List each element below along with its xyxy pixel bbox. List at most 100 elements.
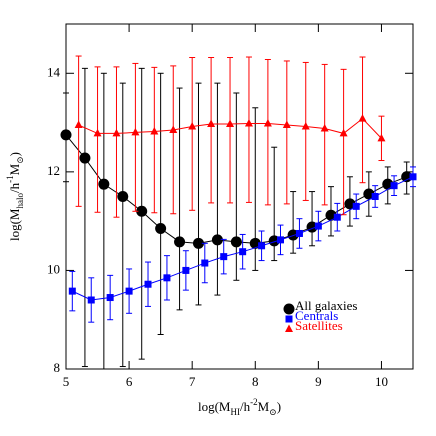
error-bar: [302, 61, 309, 201]
marker: [314, 222, 322, 230]
marker: [201, 259, 209, 267]
marker: [220, 253, 228, 261]
marker: [268, 235, 280, 247]
marker: [144, 280, 152, 288]
marker: [188, 122, 197, 130]
marker: [106, 294, 114, 302]
marker: [117, 191, 129, 202]
marker: [249, 237, 261, 249]
error-bar: [321, 63, 328, 206]
marker: [371, 193, 379, 200]
error-bar: [233, 92, 240, 281]
error-bar: [227, 57, 234, 204]
marker: [344, 198, 356, 210]
marker: [79, 152, 91, 164]
marker: [150, 126, 159, 135]
marker: [325, 209, 337, 221]
error-bar: [195, 82, 202, 306]
y-tick-label: 14: [47, 64, 61, 79]
axis-label-part: log(M: [198, 399, 231, 414]
marker: [174, 236, 186, 248]
marker: [230, 236, 242, 248]
axis-label-part: M: [258, 399, 270, 414]
axis-label-part: ⊙: [269, 407, 277, 417]
error-bar: [94, 66, 101, 213]
error-bar: [170, 65, 177, 215]
error-bar: [290, 191, 297, 254]
marker: [295, 229, 303, 237]
marker: [401, 171, 413, 183]
plot-frame: [65, 23, 414, 370]
error-bar: [283, 60, 290, 205]
legend-label: Satellites: [295, 318, 343, 333]
marker: [163, 274, 171, 282]
error-bar: [176, 87, 183, 311]
axis-label-part: HI: [230, 407, 240, 417]
marker: [258, 242, 266, 250]
axis-label-part: ): [7, 152, 22, 156]
marker: [333, 213, 341, 221]
marker: [239, 248, 247, 256]
axis-label-part: log(M: [7, 208, 22, 241]
marker: [207, 119, 216, 128]
axis-label-part: /h: [7, 182, 22, 193]
marker: [182, 266, 190, 274]
x-tick-label: 9: [315, 374, 322, 389]
marker: [358, 114, 367, 122]
marker: [74, 120, 83, 129]
marker: [352, 202, 360, 210]
error-bar: [245, 56, 252, 203]
x-tick-label: 10: [375, 374, 388, 389]
marker: [131, 127, 140, 136]
marker: [136, 205, 148, 217]
marker: [282, 120, 291, 129]
marker: [98, 178, 110, 190]
x-tick-label: 8: [252, 374, 259, 389]
axis-label-part: /h: [240, 399, 251, 414]
marker: [169, 125, 178, 133]
x-tick-label: 7: [189, 374, 196, 389]
marker: [301, 122, 310, 130]
marker: [192, 237, 204, 249]
error-bar: [264, 58, 271, 206]
error-bar: [132, 62, 139, 212]
legend-marker: [285, 315, 293, 323]
marker: [87, 296, 95, 304]
error-bar: [81, 67, 88, 368]
marker: [211, 234, 223, 246]
marker: [339, 128, 348, 137]
marker: [68, 287, 76, 295]
y-axis-label: log(Mhalo/h-1M⊙): [5, 152, 25, 241]
marker: [125, 287, 133, 295]
marker: [60, 129, 72, 141]
marker: [377, 133, 386, 142]
error-bar: [151, 66, 158, 214]
error-bar: [309, 191, 316, 247]
axis-label-part: ⊙: [15, 156, 25, 164]
legend-label: Centrals: [295, 308, 338, 323]
axis-label-part: -1: [5, 175, 15, 183]
error-bar: [340, 68, 347, 216]
error-bar: [113, 66, 120, 218]
error-bar: [189, 57, 196, 211]
error-bar: [119, 82, 126, 368]
y-tick-label: 8: [54, 360, 61, 375]
marker: [244, 119, 253, 127]
legend-marker: [283, 303, 295, 315]
y-tick-label: 10: [47, 261, 60, 276]
error-bar: [208, 57, 215, 204]
marker: [287, 229, 299, 241]
legend-marker: [285, 324, 293, 332]
marker: [263, 119, 272, 127]
error-bar: [100, 72, 107, 370]
x-tick-label: 6: [126, 374, 133, 389]
marker: [112, 128, 121, 137]
marker: [277, 236, 285, 244]
y-tick-label: 12: [47, 163, 60, 178]
x-tick-label: 5: [63, 374, 70, 389]
marker: [390, 182, 398, 190]
error-bar: [214, 82, 221, 296]
axis-label-part: M: [7, 163, 22, 175]
error-bar: [157, 72, 164, 335]
